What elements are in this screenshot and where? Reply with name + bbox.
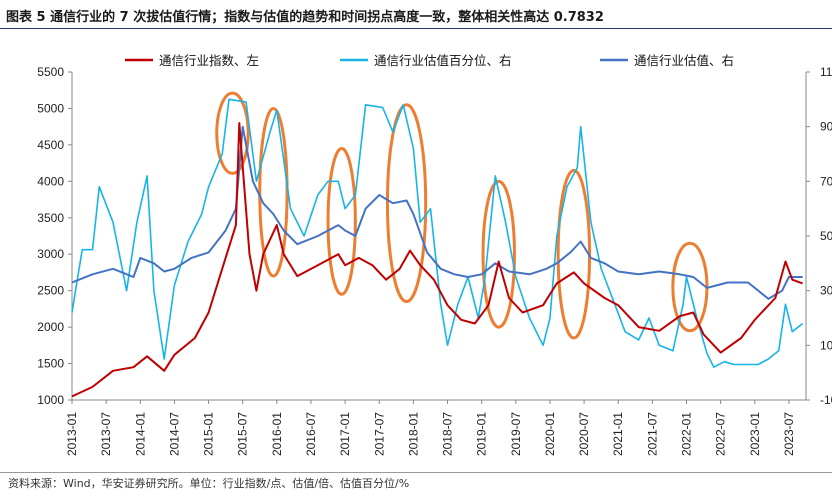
highlight-ellipse — [481, 179, 516, 329]
right-tick-label: 30 — [820, 284, 832, 298]
chart: 1000 1500 2000 2500 3000 3500 4000 4500 5000 5500… — [37, 53, 832, 456]
left-tick-label: 5500 — [37, 65, 64, 79]
highlight-ellipse — [258, 106, 289, 278]
chart-title: 图表 5 通信行业的 7 次拔估值行情；指数与估值的趋势和时间拐点高度一致，整体… — [6, 10, 604, 25]
percentile-line — [71, 98, 804, 368]
right-tick-label: 70 — [820, 174, 832, 188]
x-tick-label: 2013-01 — [65, 412, 79, 456]
highlight-ellipse — [556, 168, 592, 340]
right-tick-label: 10 — [820, 338, 832, 352]
x-tick-label: 2015-01 — [202, 412, 216, 456]
x-tick-label: 2020-07 — [577, 412, 591, 456]
left-tick-label: 2500 — [37, 284, 64, 298]
axes: 1000 1500 2000 2500 3000 3500 4000 4500 5000 5500… — [37, 65, 832, 456]
title-rule — [0, 28, 832, 29]
x-tick-label: 2018-01 — [406, 412, 420, 456]
x-tick-label: 2021-01 — [611, 412, 625, 456]
right-tick-label: 90 — [820, 120, 832, 134]
x-tick-label: 2018-07 — [441, 412, 455, 456]
x-tick-label: 2017-07 — [372, 412, 386, 456]
index-line — [71, 122, 803, 398]
legend-label: 通信行业估值、右 — [634, 53, 734, 68]
left-tick-label: 3500 — [37, 211, 64, 225]
left-tick-label: 5000 — [37, 101, 64, 115]
left-tick-label: 3000 — [37, 247, 64, 261]
x-tick-label: 2021-07 — [645, 412, 659, 456]
x-tick-label: 2015-07 — [236, 412, 250, 456]
x-tick-label: 2019-07 — [509, 412, 523, 456]
footer-rule — [0, 472, 832, 473]
left-tick-label: 1000 — [37, 393, 64, 407]
pe-line — [71, 125, 803, 300]
highlight-ellipse — [326, 147, 357, 296]
x-tick-label: 2014-07 — [167, 412, 181, 456]
left-tick-label: 1500 — [37, 357, 64, 371]
x-tick-label: 2014-01 — [133, 412, 147, 456]
left-tick-label: 4000 — [37, 174, 64, 188]
x-tick-label: 2022-01 — [680, 412, 694, 456]
x-tick-label: 2013-07 — [99, 412, 113, 456]
series-lines — [71, 98, 804, 398]
source-note: 资料来源：Wind，华安证券研究所。单位：行业指数/点、估值/倍、估值百分位/% — [8, 477, 410, 490]
x-tick-label: 2023-07 — [782, 412, 796, 456]
x-tick-label: 2022-07 — [714, 412, 728, 456]
highlight-ellipse — [215, 91, 250, 175]
x-tick-label: 2016-07 — [304, 412, 318, 456]
highlight-ellipses — [215, 91, 709, 340]
legend: 通信行业指数、左 通信行业估值百分位、右 通信行业估值、右 — [125, 53, 734, 68]
x-tick-label: 2019-01 — [475, 412, 489, 456]
left-tick-label: 2000 — [37, 320, 64, 334]
legend-label: 通信行业指数、左 — [159, 53, 259, 68]
legend-label: 通信行业估值百分位、右 — [374, 53, 512, 68]
x-tick-label: 2020-01 — [543, 412, 557, 456]
right-tick-label: -10 — [820, 393, 832, 407]
x-tick-label: 2017-01 — [338, 412, 352, 456]
x-tick-label: 2016-01 — [270, 412, 284, 456]
right-tick-label: 50 — [820, 229, 832, 243]
x-tick-label: 2023-01 — [748, 412, 762, 456]
left-tick-label: 4500 — [37, 138, 64, 152]
right-tick-label: 110 — [820, 65, 832, 79]
highlight-ellipse — [385, 103, 428, 304]
